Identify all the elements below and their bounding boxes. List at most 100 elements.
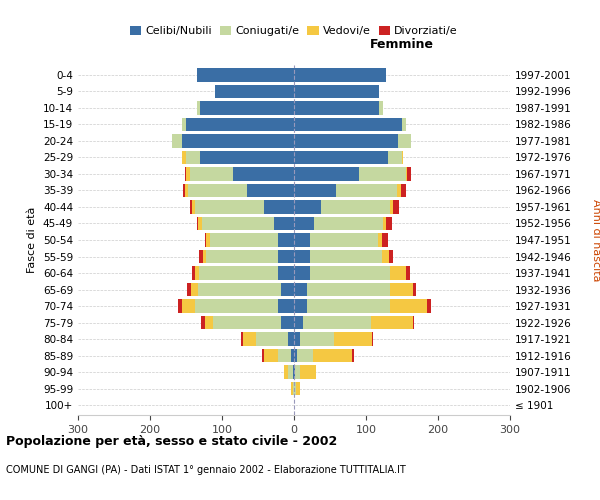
Text: COMUNE DI GANGI (PA) - Dati ISTAT 1° gennaio 2002 - Elaborazione TUTTITALIA.IT: COMUNE DI GANGI (PA) - Dati ISTAT 1° gen… (6, 465, 406, 475)
Bar (206, 233, 210, 247)
Bar (281, 283, 294, 296)
Bar (172, 134, 182, 147)
Bar (294, 366, 295, 379)
Bar (322, 200, 390, 214)
Bar (296, 382, 300, 396)
Bar (307, 283, 390, 296)
Bar (197, 68, 294, 82)
Bar (206, 250, 278, 264)
Bar (291, 382, 293, 396)
Bar (302, 316, 371, 330)
Bar (388, 150, 402, 164)
Bar (294, 68, 386, 82)
Bar (294, 101, 379, 114)
Bar (391, 266, 406, 280)
Bar (278, 250, 294, 264)
Text: Femmine: Femmine (370, 38, 434, 51)
Bar (210, 233, 278, 247)
Bar (182, 150, 186, 164)
Bar (190, 167, 233, 180)
Bar (294, 382, 296, 396)
Bar (334, 332, 372, 346)
Bar (294, 266, 310, 280)
Bar (281, 316, 294, 330)
Bar (294, 200, 322, 214)
Bar (294, 250, 310, 264)
Bar (383, 216, 386, 230)
Bar (196, 266, 199, 280)
Bar (262, 349, 264, 362)
Bar (427, 300, 431, 313)
Bar (200, 101, 294, 114)
Bar (398, 134, 412, 147)
Bar (187, 283, 191, 296)
Bar (201, 316, 205, 330)
Bar (284, 366, 288, 379)
Bar (190, 200, 192, 214)
Bar (215, 84, 294, 98)
Bar (196, 300, 278, 313)
Bar (297, 349, 313, 362)
Bar (390, 300, 427, 313)
Bar (182, 134, 294, 147)
Bar (182, 118, 186, 131)
Bar (294, 216, 314, 230)
Bar (293, 366, 294, 379)
Bar (382, 233, 388, 247)
Bar (198, 283, 281, 296)
Bar (278, 349, 291, 362)
Bar (274, 216, 294, 230)
Bar (278, 233, 294, 247)
Bar (390, 283, 413, 296)
Bar (182, 300, 196, 313)
Bar (186, 118, 294, 131)
Bar (310, 233, 378, 247)
Bar (371, 316, 413, 330)
Bar (185, 167, 186, 180)
Bar (197, 216, 198, 230)
Bar (197, 101, 200, 114)
Bar (314, 216, 383, 230)
Bar (378, 233, 382, 247)
Bar (406, 167, 407, 180)
Bar (294, 134, 398, 147)
Bar (294, 150, 388, 164)
Bar (192, 200, 196, 214)
Legend: Celibi/Nubili, Coniugati/e, Vedovi/e, Divorziati/e: Celibi/Nubili, Coniugati/e, Vedovi/e, Di… (126, 22, 462, 41)
Bar (183, 184, 185, 197)
Bar (294, 300, 307, 313)
Bar (202, 216, 274, 230)
Bar (205, 316, 212, 330)
Y-axis label: Anni di nascita: Anni di nascita (591, 198, 600, 281)
Bar (288, 366, 293, 379)
Bar (186, 150, 200, 164)
Bar (413, 283, 416, 296)
Bar (407, 167, 410, 180)
Bar (205, 233, 206, 247)
Bar (247, 184, 294, 197)
Bar (294, 332, 300, 346)
Bar (294, 118, 402, 131)
Bar (278, 266, 294, 280)
Bar (203, 250, 206, 264)
Bar (264, 349, 278, 362)
Bar (185, 184, 188, 197)
Bar (199, 266, 278, 280)
Bar (196, 200, 264, 214)
Bar (300, 366, 316, 379)
Bar (402, 150, 403, 164)
Bar (241, 332, 243, 346)
Bar (294, 167, 359, 180)
Bar (294, 184, 336, 197)
Bar (389, 250, 392, 264)
Bar (186, 167, 190, 180)
Bar (233, 167, 294, 180)
Bar (192, 266, 196, 280)
Bar (264, 200, 294, 214)
Bar (382, 250, 389, 264)
Y-axis label: Fasce di età: Fasce di età (28, 207, 37, 273)
Bar (294, 283, 307, 296)
Bar (386, 216, 392, 230)
Bar (402, 118, 406, 131)
Bar (291, 349, 294, 362)
